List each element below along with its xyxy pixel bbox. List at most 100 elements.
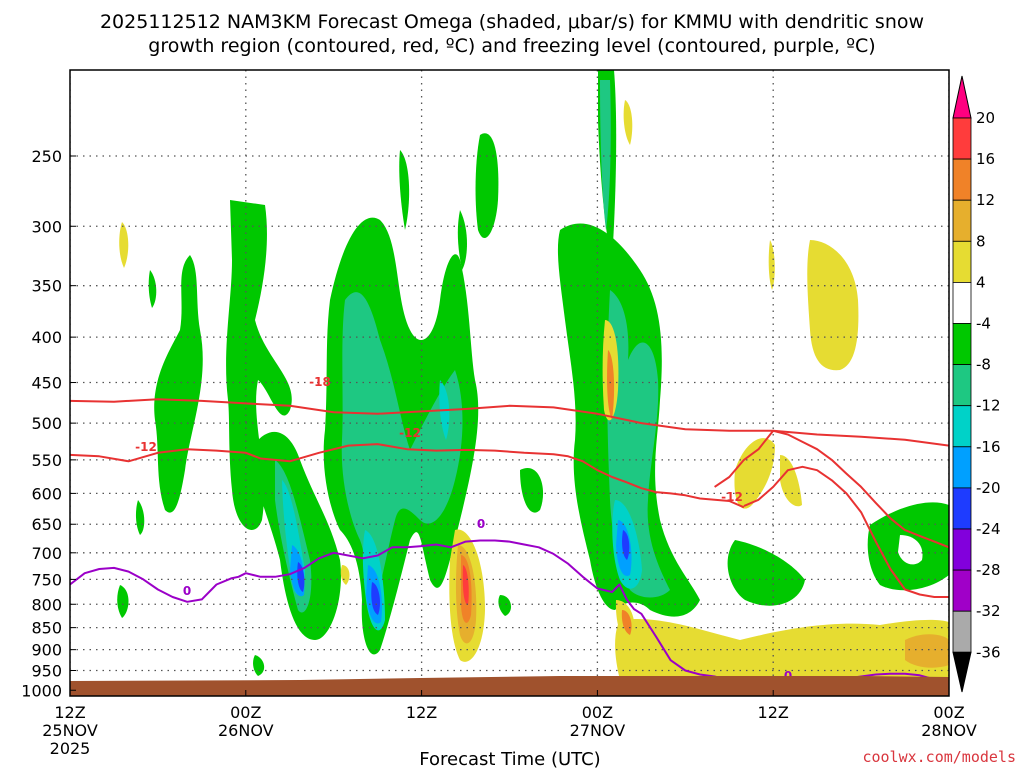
colorbar-swatch-10 [952,528,972,571]
contour-label-dgz-lower-c: -12 [721,490,743,504]
contour-dgz-lower-b [714,429,949,549]
plot-area [70,70,949,696]
colorbar-swatch-4 [952,281,972,324]
y-tick-label-700: 700 [31,544,62,563]
x-tick-year-0: 2025 [50,739,91,758]
credit-text: coolwx.com/models [862,748,1016,766]
colorbar-label-0: 20 [976,109,995,127]
omega-region-yellow-1 [615,619,949,680]
x-tick-date-1: 26NOV [218,721,274,740]
x-tick-label-1: 00Z [230,703,261,722]
colorbar-label-8: -16 [976,438,1001,456]
colorbar-swatch-7 [952,405,972,448]
y-tick-label-850: 850 [31,619,62,638]
y-tick-label-650: 650 [31,515,62,534]
y-tick-label-550: 550 [31,451,62,470]
x-tick-label-2: 12Z [406,703,437,722]
omega-region-red-1 [462,565,469,605]
colorbar-bottom-arrow [952,651,972,693]
omega-region-yellow-8 [119,222,129,268]
omega-region-green-6 [457,210,467,270]
x-tick-date-0: 25NOV [42,721,98,740]
contours [70,398,949,690]
contour-label-dgz-lower-b: -12 [399,426,421,440]
colorbar-swatch-1 [952,158,972,201]
omega-region-yellow-3 [734,438,775,509]
omega-region-orange-3 [607,350,615,420]
omega-region-darkblue-2 [371,582,380,615]
omega-region-green-16 [117,585,129,618]
omega-region-green-5 [399,150,410,230]
contour-label-dgz-lower-a: -12 [135,440,157,454]
colorbar-label-11: -28 [976,561,1001,579]
colorbar-swatch-9 [952,487,972,530]
omega-region-green-17 [253,655,265,676]
y-tick-label-250: 250 [31,147,62,166]
colorbar-label-1: 16 [976,150,995,168]
x-tick-date-5: 28NOV [921,721,977,740]
omega-region-yellow-2 [807,240,859,371]
omega-region-green-7 [475,133,499,239]
contour-label-dgz-upper: -18 [309,375,331,389]
omega-region-green-11 [588,430,607,529]
y-tick-label-750: 750 [31,570,62,589]
omega-region-green-14 [148,270,157,308]
y-tick-label-300: 300 [31,217,62,236]
grid [70,70,949,696]
y-tick-label-350: 350 [31,277,62,296]
colorbar-label-13: -36 [976,643,1001,661]
contour-label-freezing-a: 0 [183,584,191,598]
y-axis: 250 300 350 400 450 500 550 600 650 700 750 800 850 9… [21,147,76,700]
omega-region-yellow-7 [623,100,633,145]
colorbar-label-6: -8 [976,356,991,374]
contour-dgz-lower-c [743,465,949,598]
y-tick-label-500: 500 [31,414,62,433]
colorbar-label-9: -20 [976,479,1001,497]
colorbar-swatch-6 [952,364,972,407]
y-tick-label-1000: 1000 [21,681,62,700]
omega-region-orange-4 [905,634,949,668]
colorbar-label-2: 12 [976,191,995,209]
colorbar-label-3: 8 [976,232,986,250]
colorbar-label-10: -24 [976,520,1001,538]
y-tick-label-800: 800 [31,595,62,614]
omega-region-teal-4 [600,80,611,230]
omega-region-green-19 [898,535,923,565]
y-tick-label-600: 600 [31,484,62,503]
colorbar-label-7: -12 [976,397,1001,415]
omega-region-green-1 [154,255,203,513]
colorbar-swatch-11 [952,569,972,612]
x-tick-label-4: 12Z [758,703,789,722]
contour-label-freezing-b: 0 [477,517,485,531]
colorbar-swatch-8 [952,446,972,489]
chart-subtitle: growth region (contoured, red, ºC) and f… [148,35,875,57]
x-tick-date-3: 27NOV [570,721,626,740]
y-tick-label-400: 400 [31,328,62,347]
x-axis-label: Forecast Time (UTC) [419,749,600,768]
colorbar-swatch-5 [952,323,972,365]
omega-region-green-12 [727,540,805,606]
contour-dgz-lower-a [70,443,745,509]
y-tick-label-950: 950 [31,661,62,680]
colorbar-swatch-3 [952,240,972,283]
omega-region-green-2 [226,200,292,530]
colorbar-swatch-2 [952,199,972,242]
x-tick-label-5: 00Z [933,703,964,722]
colorbar-swatch-12 [952,610,972,653]
omega-region-yellow-11 [340,565,350,585]
omega-region-green-15 [135,500,145,535]
y-tick-label-900: 900 [31,641,62,660]
y-tick-label-450: 450 [31,374,62,393]
omega-region-orange-5 [621,610,632,635]
colorbar-top-arrow [952,75,972,119]
x-tick-label-3: 00Z [582,703,613,722]
colorbar-label-4: 4 [976,273,986,291]
terrain-ground [70,676,949,696]
chart-title: 2025112512 NAM3KM Forecast Omega (shaded… [100,11,924,33]
colorbar-label-5: -4 [976,315,991,333]
omega-region-green-18 [498,595,512,616]
colorbar-swatch-0 [952,117,972,160]
x-tick-label-0: 12Z [54,703,85,722]
omega-region-green-10 [520,468,544,513]
